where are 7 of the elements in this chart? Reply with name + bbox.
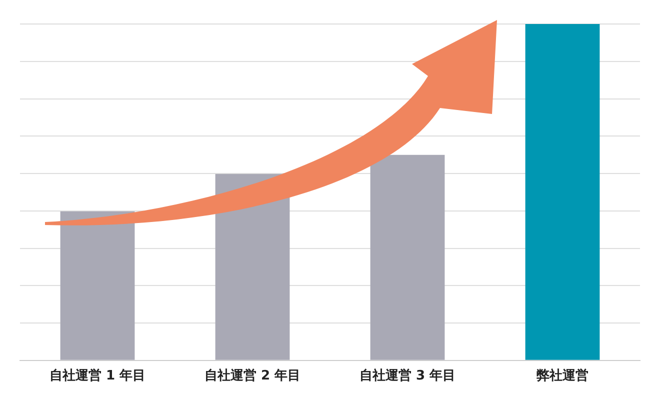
x-tick-label: 自社運営 1 年目 (49, 368, 146, 384)
bar (525, 24, 600, 360)
bar (370, 154, 445, 360)
x-tick-label: 弊社運営 (536, 368, 588, 384)
x-tick-label: 自社運営 2 年目 (204, 368, 301, 384)
x-tick-label: 自社運営 3 年目 (359, 368, 456, 384)
bar (60, 211, 135, 360)
